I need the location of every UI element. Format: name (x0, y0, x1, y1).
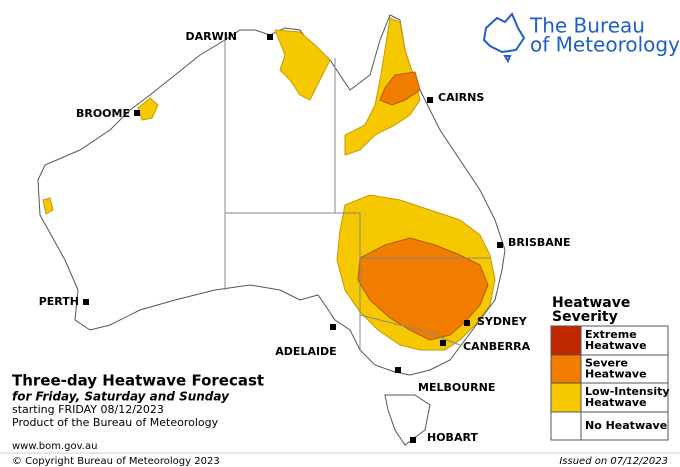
city-label: HOBART (427, 431, 478, 444)
city-label: ADELAIDE (275, 345, 336, 358)
subtitle: for Friday, Saturday and Sunday (12, 390, 230, 404)
legend-label: Heatwave (585, 339, 647, 352)
logo-icon (482, 12, 526, 64)
city-label: CAIRNS (438, 91, 484, 104)
city-label: PERTH (39, 295, 79, 308)
logo-text: The Bureau (529, 14, 645, 38)
state-borders (224, 40, 490, 350)
website: www.bom.gov.au (12, 441, 97, 452)
starting: starting FRIDAY 08/12/2023 (12, 403, 164, 416)
heatwave-severe-se (357, 237, 489, 341)
legend-label: Heatwave (585, 396, 647, 409)
city-marker (134, 110, 140, 116)
legend-label: Heatwave (585, 368, 647, 381)
legend-label: Low-Intensity (585, 385, 670, 398)
legend-title: Severity (552, 309, 618, 325)
city-marker (267, 34, 273, 40)
legend-swatch (550, 411, 582, 441)
heatwave-low-west (42, 197, 54, 215)
city-label: SYDNEY (477, 315, 528, 328)
city-label: CANBERRA (463, 340, 531, 353)
heatwave-low-broome (137, 97, 159, 121)
legend: Heatwave Severity ExtremeHeatwaveSevereH… (550, 295, 670, 441)
legend-swatch (550, 382, 582, 413)
heatwave-low-ne (274, 29, 331, 101)
australia-map (37, 14, 506, 446)
legend-label: Extreme (585, 328, 637, 341)
logo-text: of Meteorology (530, 33, 680, 57)
city-marker (427, 97, 433, 103)
legend-label: Severe (585, 357, 628, 370)
city-label: DARWIN (185, 30, 237, 43)
city-marker (440, 340, 446, 346)
copyright: © Copyright Bureau of Meteorology 2023 (12, 456, 220, 467)
heatwave-low-cape (344, 17, 421, 156)
city-label: MELBOURNE (418, 381, 495, 394)
city-marker (395, 367, 401, 373)
product: Product of the Bureau of Meteorology (12, 416, 219, 429)
city-marker (497, 242, 503, 248)
info-block: Three-day Heatwave Forecast for Friday, … (12, 372, 264, 453)
legend-label: No Heatwave (585, 419, 667, 432)
city-marker (410, 437, 416, 443)
city-marker (83, 299, 89, 305)
heatwave-severe-cape (379, 71, 421, 106)
city-marker (464, 320, 470, 326)
legend-title: Heatwave (552, 295, 630, 311)
cities: DARWIN CAIRNS BROOME BRISBANE PERTH ADELAIDE S… (39, 30, 571, 444)
city-label: BRISBANE (508, 236, 571, 249)
city-marker (330, 324, 336, 330)
map-title: Three-day Heatwave Forecast (12, 372, 264, 390)
legend-swatch (550, 325, 582, 356)
issued: Issued on 07/12/2023 (559, 456, 668, 467)
legend-swatch (550, 354, 582, 384)
city-label: BROOME (76, 107, 130, 120)
logo: The Bureau of Meteorology (482, 12, 680, 64)
